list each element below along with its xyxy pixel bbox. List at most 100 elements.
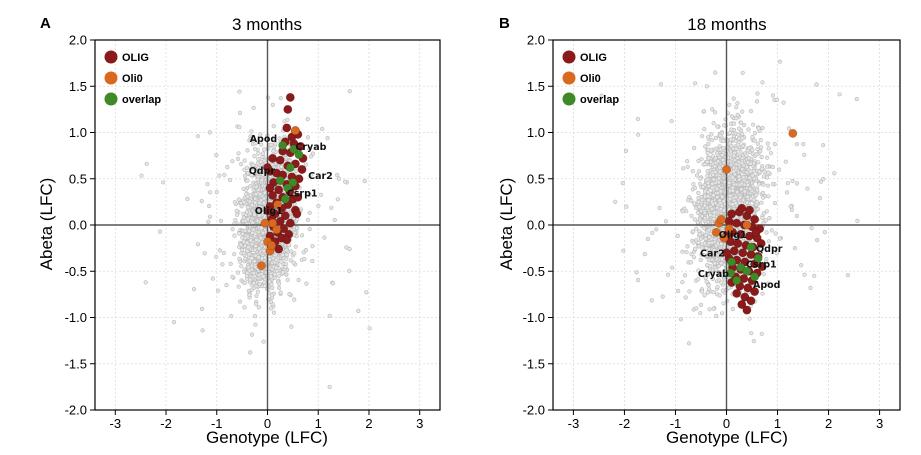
gene-point <box>802 272 807 277</box>
gene-point <box>752 138 757 143</box>
legend-marker-overlap <box>104 92 118 106</box>
gene-label-apod: Apod <box>250 134 277 145</box>
gene-point <box>701 226 707 231</box>
gene-point <box>761 195 766 200</box>
gene-point <box>702 293 707 298</box>
gene-point <box>195 242 200 247</box>
gene-point <box>735 101 740 106</box>
gene-point <box>221 250 226 256</box>
gene-point <box>770 181 776 187</box>
y-tick-label: -1.0 <box>65 310 87 325</box>
gene-point <box>766 194 771 199</box>
gene-point <box>783 159 788 164</box>
gene-point <box>277 273 282 278</box>
gene-point <box>686 341 692 346</box>
x-tick-label: 1 <box>315 416 322 431</box>
gene-point <box>319 192 324 197</box>
gene-point <box>139 173 144 178</box>
gene-point <box>254 293 259 298</box>
gene-point <box>719 311 725 316</box>
gene-point <box>347 268 352 273</box>
gene-point <box>698 176 703 181</box>
gene-point <box>713 70 718 75</box>
gene-point <box>245 178 250 183</box>
gene-point <box>760 216 765 221</box>
gene-point <box>675 288 681 294</box>
gene-point <box>256 157 261 162</box>
olig-point <box>282 123 292 133</box>
gene-point <box>292 251 297 256</box>
oli0-point <box>290 126 300 136</box>
gene-point <box>292 297 297 302</box>
gene-point <box>669 119 674 124</box>
gene-point <box>760 80 765 85</box>
gene-point <box>649 298 654 303</box>
gene-point <box>269 306 274 311</box>
gene-point <box>261 200 267 205</box>
gene-point <box>214 190 219 195</box>
gene-point <box>772 142 777 147</box>
gene-point <box>230 227 235 232</box>
gene-point <box>657 205 662 211</box>
gene-point <box>699 134 705 139</box>
gene-point <box>621 248 626 253</box>
gene-point <box>222 172 227 177</box>
gene-point <box>269 293 275 298</box>
gene-point <box>766 146 771 151</box>
gene-point <box>325 136 330 141</box>
gene-point <box>307 210 312 215</box>
legend-label-overlap: overlap <box>122 94 161 106</box>
gene-point <box>705 290 710 295</box>
gene-point <box>332 217 337 223</box>
gene-point <box>252 154 257 159</box>
gene-point <box>356 308 361 314</box>
gene-point <box>705 169 710 174</box>
gene-point <box>706 147 711 152</box>
gene-point <box>709 138 715 143</box>
gene-point <box>721 146 726 151</box>
gene-point <box>331 281 336 286</box>
oli0-point <box>256 261 266 271</box>
gene-point <box>280 270 285 275</box>
gene-point <box>241 239 246 244</box>
gene-point <box>206 219 211 224</box>
gene-point <box>760 291 765 296</box>
gene-point <box>755 207 761 212</box>
gene-point <box>251 105 256 110</box>
gene-point <box>205 182 210 187</box>
panel-a-y-axis-label: Abeta (LFC) <box>37 178 56 271</box>
gene-point <box>245 248 250 254</box>
gene-point <box>700 198 705 203</box>
gene-point <box>684 250 689 255</box>
gene-point <box>268 299 273 305</box>
gene-point <box>765 183 771 188</box>
gene-point <box>262 248 267 254</box>
gene-point <box>316 203 321 208</box>
gene-point <box>636 132 641 137</box>
gene-point <box>335 172 340 178</box>
gene-point <box>248 238 253 243</box>
gene-point <box>642 252 647 257</box>
gene-point <box>729 114 735 119</box>
gene-point <box>262 147 267 152</box>
gene-point <box>220 262 225 267</box>
gene-point <box>256 305 261 310</box>
panel-a-title: 3 months <box>232 15 302 34</box>
gene-point <box>336 176 342 181</box>
gene-point <box>703 144 708 149</box>
gene-point <box>262 280 267 285</box>
gene-point <box>740 70 745 75</box>
gene-point <box>269 142 274 147</box>
gene-point <box>238 201 243 206</box>
gene-point <box>730 306 736 312</box>
gene-point <box>274 265 279 270</box>
gene-point <box>845 273 851 278</box>
y-tick-label: -1.5 <box>65 356 87 371</box>
gene-point <box>248 277 253 282</box>
gene-point <box>238 259 243 264</box>
gene-point <box>692 81 698 86</box>
gene-point <box>762 169 767 174</box>
gene-label-qdpr: Qdpr <box>249 166 276 177</box>
gene-point <box>237 231 242 236</box>
gene-point <box>706 286 712 291</box>
